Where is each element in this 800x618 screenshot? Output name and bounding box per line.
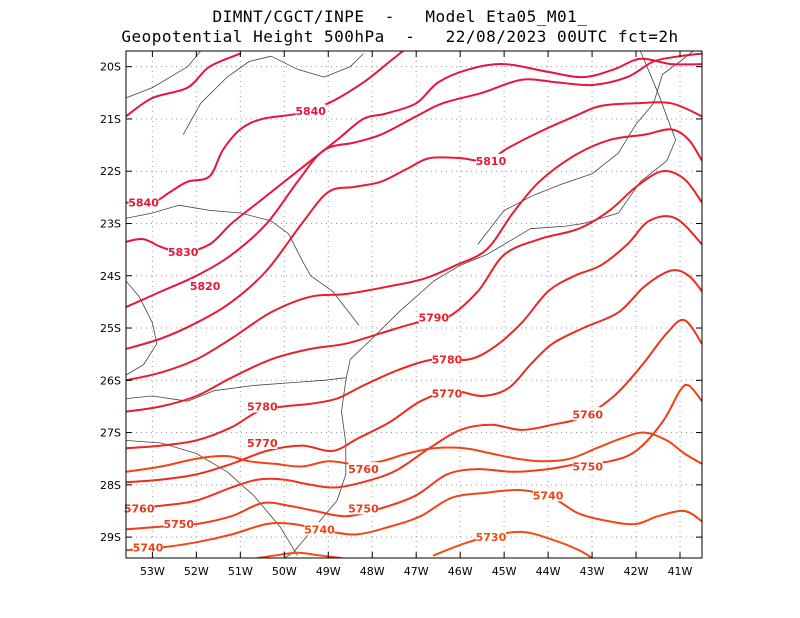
contour-line-5730 xyxy=(432,530,594,558)
contour-line-5740 xyxy=(126,431,702,473)
lon-tick-label: 47W xyxy=(404,565,429,578)
contour-label: 5750 xyxy=(348,502,379,515)
state-border xyxy=(182,53,364,135)
state-border xyxy=(477,51,694,245)
contour-label-bg xyxy=(168,245,199,259)
lat-tick-label: 23S xyxy=(100,217,121,230)
lon-tick-label: 44W xyxy=(536,565,561,578)
contour-line-5840 xyxy=(126,52,242,118)
latitude-axis: 20S 21S 22S 23S 24S 25S 26S 27S 28S 29S xyxy=(100,61,702,544)
contour-label: 5840 xyxy=(128,197,159,210)
contour-line-5820 xyxy=(126,52,702,309)
contour-line-5760 xyxy=(126,318,702,510)
lat-tick-label: 28S xyxy=(100,479,121,492)
contour-line-5800 xyxy=(126,128,702,382)
contour-label-bg xyxy=(348,501,379,515)
lon-tick-label: 43W xyxy=(580,565,605,578)
contour-label: 5740 xyxy=(533,489,564,502)
contour-line-5840 xyxy=(126,51,404,205)
lat-tick-label: 29S xyxy=(100,531,121,544)
lon-tick-label: 52W xyxy=(184,565,209,578)
lon-tick-label: 45W xyxy=(492,565,517,578)
contour-label-bg xyxy=(124,501,155,515)
contour-label: 5810 xyxy=(476,155,507,168)
state-border xyxy=(126,440,298,556)
contour-label: 5750 xyxy=(163,518,194,531)
state-border xyxy=(126,51,202,99)
contour-line-5810 xyxy=(126,101,702,350)
contour-label-bg xyxy=(431,386,462,400)
contour-line-5750 xyxy=(126,383,702,531)
contour-line-5780 xyxy=(126,215,702,450)
contour-label-bg xyxy=(295,104,326,118)
lon-tick-label: 41W xyxy=(668,565,693,578)
contour-label-bg xyxy=(247,399,278,413)
lon-tick-label: 46W xyxy=(448,565,473,578)
contour-label-bg xyxy=(475,153,506,167)
contour-labels: 5840 5840 5830 5820 5810 5790 5780 5780 5770 5770… xyxy=(124,104,603,555)
lat-tick-label: 22S xyxy=(100,165,121,178)
contour-label-bg xyxy=(163,517,194,531)
contour-line-5730 xyxy=(256,551,343,558)
contour-label: 5780 xyxy=(432,353,463,366)
contour-label: 5740 xyxy=(304,523,335,536)
contour-label: 5840 xyxy=(295,105,326,118)
contour-label: 5830 xyxy=(168,246,199,259)
contour-line-5770 xyxy=(126,269,702,484)
contour-label: 5770 xyxy=(432,387,463,400)
map-frame xyxy=(125,50,703,559)
map-title-line-1: DIMNT/CGCT/INPE - Model Eta05_M01_ xyxy=(212,7,588,26)
contour-label-bg xyxy=(418,310,449,324)
lat-tick-label: 24S xyxy=(100,270,121,283)
state-border xyxy=(126,280,158,376)
contour-label-bg xyxy=(572,407,603,421)
contour-label: 5770 xyxy=(247,437,278,450)
state-border xyxy=(126,204,360,326)
contour-label-bg xyxy=(132,540,163,554)
lon-tick-label: 50W xyxy=(272,565,297,578)
longitude-axis: 53W 52W 51W 50W 49W 48W 47W 46W 45W 44W 43W 42W 41W xyxy=(140,51,693,578)
contour-label-bg xyxy=(190,279,221,293)
lat-tick-label: 26S xyxy=(100,374,121,387)
contour-line-5740 xyxy=(126,488,702,552)
coastline xyxy=(284,51,676,558)
lat-tick-label: 20S xyxy=(100,61,121,74)
contour-label: 5790 xyxy=(418,312,449,325)
lon-tick-label: 51W xyxy=(228,565,253,578)
lon-tick-label: 49W xyxy=(316,565,341,578)
graticule xyxy=(126,51,702,558)
contour-label-bg xyxy=(128,195,159,209)
contour-label: 5820 xyxy=(190,280,221,293)
lat-tick-label: 27S xyxy=(100,427,121,440)
contour-label: 5750 xyxy=(572,461,603,474)
contour-label: 5760 xyxy=(348,463,379,476)
lon-tick-label: 42W xyxy=(624,565,649,578)
lat-tick-label: 21S xyxy=(100,113,121,126)
contour-label-bg xyxy=(475,530,506,544)
contour-label: 5740 xyxy=(133,542,164,555)
contour-label-bg xyxy=(431,352,462,366)
map-title-line-2: Geopotential Height 500hPa - 22/08/2023 … xyxy=(121,27,679,46)
contour-label: 5760 xyxy=(572,408,603,421)
political-borders xyxy=(126,51,694,558)
contour-label-bg xyxy=(348,462,379,476)
lon-tick-label: 53W xyxy=(140,565,165,578)
contour-label-bg xyxy=(533,488,564,502)
contour-label: 5730 xyxy=(476,531,507,544)
state-border xyxy=(126,377,346,402)
lon-tick-label: 48W xyxy=(360,565,385,578)
lat-tick-label: 25S xyxy=(100,322,121,335)
contour-label: 5760 xyxy=(124,502,155,515)
contour-label-bg xyxy=(572,459,603,473)
contour-label-bg xyxy=(304,522,335,536)
contour-label: 5780 xyxy=(247,400,278,413)
height-contours xyxy=(126,51,702,558)
contour-label-bg xyxy=(247,436,278,450)
